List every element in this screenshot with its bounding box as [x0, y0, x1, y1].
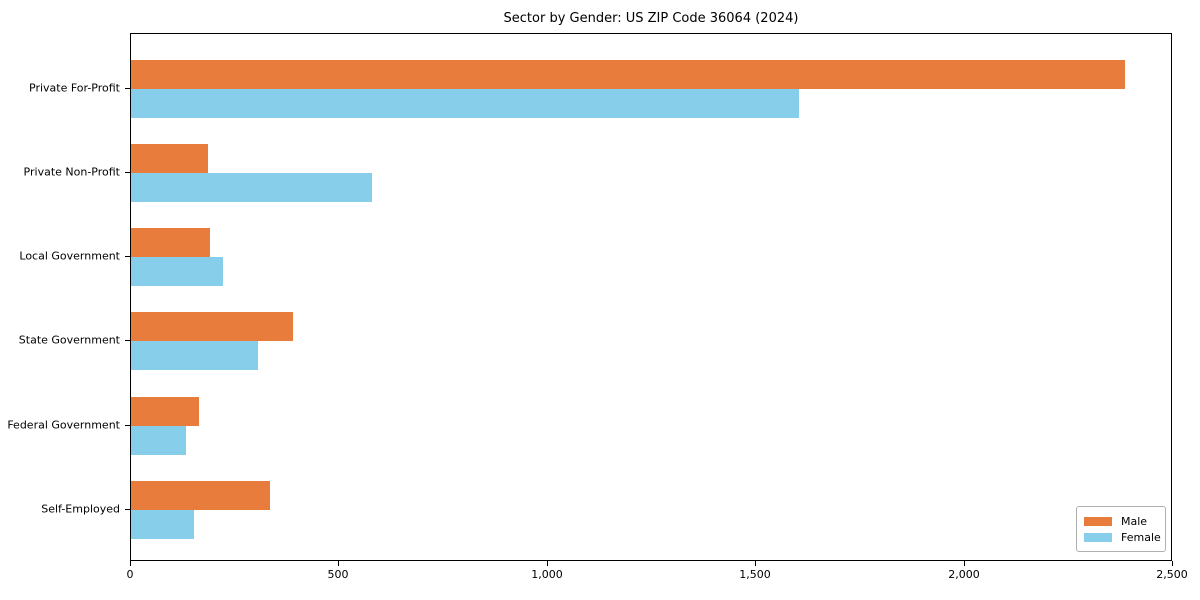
bar-female-self-employed	[131, 509, 194, 539]
y-tick-label-private-for-profit: Private For-Profit	[29, 81, 120, 95]
y-tick-mark-state-government	[125, 340, 130, 342]
x-tick-label-1500: 1,500	[739, 568, 771, 581]
x-tick-mark-2000	[964, 561, 965, 566]
bar-male-self-employed	[131, 480, 270, 510]
legend-swatch-female	[1084, 532, 1112, 542]
bar-male-state-government	[131, 312, 293, 342]
legend-row-male: Male	[1084, 516, 1158, 527]
bar-female-state-government	[131, 341, 258, 371]
bars-layer	[131, 34, 1171, 560]
x-tick-mark-2500	[1172, 561, 1173, 566]
y-tick-label-state-government: State Government	[18, 333, 120, 347]
legend-label-male: Male	[1121, 514, 1148, 528]
legend-label-female: Female	[1121, 530, 1161, 544]
y-tick-mark-federal-government	[125, 424, 130, 426]
x-tick-mark-0	[130, 561, 131, 566]
plot-area	[130, 33, 1172, 561]
y-tick-mark-private-for-profit	[125, 88, 130, 89]
x-tick-label-2500: 2,500	[1156, 568, 1188, 581]
x-tick-label-500: 500	[327, 568, 349, 581]
x-tick-label-0: 0	[126, 568, 134, 581]
chart-title: Sector by Gender: US ZIP Code 36064 (202…	[503, 11, 799, 26]
bar-male-local-government	[131, 228, 210, 258]
legend: Male Female	[1076, 506, 1166, 552]
bar-female-private-non-profit	[131, 173, 372, 203]
y-tick-label-self-employed: Self-Employed	[41, 502, 120, 516]
x-tick-mark-500	[338, 561, 339, 566]
bar-female-private-for-profit	[131, 89, 799, 118]
x-tick-mark-1500	[755, 561, 756, 566]
y-tick-mark-local-government	[125, 256, 130, 258]
y-tick-label-private-non-profit: Private Non-Profit	[23, 165, 120, 179]
bar-male-private-for-profit	[131, 60, 1125, 89]
y-tick-label-local-government: Local Government	[19, 249, 120, 263]
bar-male-private-non-profit	[131, 144, 208, 174]
legend-row-female: Female	[1084, 530, 1161, 544]
bar-female-local-government	[131, 257, 223, 287]
y-tick-mark-private-non-profit	[125, 172, 130, 174]
y-tick-label-federal-government: Federal Government	[7, 418, 120, 432]
bar-female-federal-government	[131, 425, 186, 455]
x-tick-label-1000: 1,000	[531, 568, 563, 581]
y-tick-mark-self-employed	[125, 508, 130, 510]
x-tick-label-2000: 2,000	[948, 568, 980, 581]
x-tick-mark-1000	[547, 561, 548, 566]
bar-male-federal-government	[131, 396, 199, 426]
legend-swatch-male	[1084, 516, 1112, 526]
